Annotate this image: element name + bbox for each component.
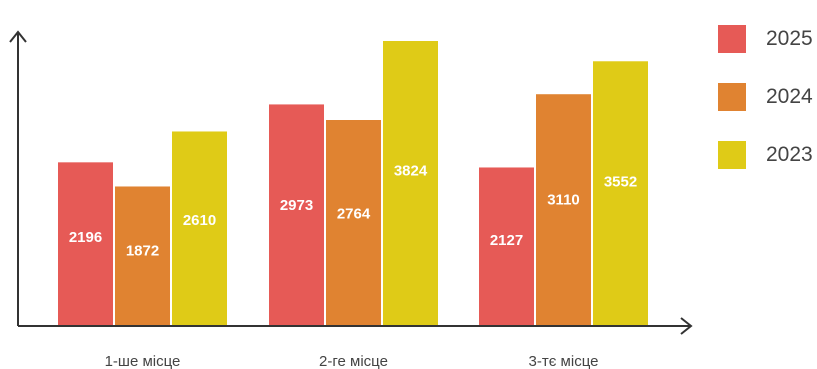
bars-group [58, 41, 648, 327]
data-label-2023-3: 3552 [604, 173, 637, 190]
x-tick-label: 1-ше місце [105, 353, 181, 369]
legend-item-2023: 2023 [718, 126, 813, 184]
data-label-2024-3: 3110 [547, 192, 580, 209]
bar-2025-3 [479, 167, 534, 326]
x-tick-labels: 1-ше місце 2-ге місце 3-тє місце [105, 353, 599, 369]
data-label-2025-1: 2196 [69, 229, 102, 246]
bar-2024-2 [326, 120, 381, 327]
x-tick-label: 3-тє місце [529, 353, 599, 369]
data-labels-group: 2196 1872 2610 2973 2764 3824 2127 3110 3552 [69, 162, 637, 259]
data-label-2024-1: 1872 [126, 242, 159, 259]
x-axis-arrow-icon [680, 317, 693, 335]
legend-swatch [718, 25, 746, 53]
bar-2023-3 [593, 61, 648, 326]
legend-swatch [718, 141, 746, 169]
y-axis-arrow-icon [9, 30, 27, 43]
legend: 2025 2024 2023 [718, 10, 813, 184]
legend-item-2024: 2024 [718, 68, 813, 126]
bar-2025-2 [269, 104, 324, 326]
bar-2024-3 [536, 94, 591, 326]
bar-2023-2 [383, 41, 438, 326]
data-label-2023-1: 2610 [183, 212, 216, 229]
data-label-2023-2: 3824 [394, 162, 428, 179]
x-tick-label: 2-ге місце [319, 353, 388, 369]
bar-2023-1 [172, 131, 227, 326]
legend-label: 2024 [766, 85, 813, 108]
bar-2025-1 [58, 162, 113, 326]
axes [9, 30, 693, 335]
data-label-2025-3: 2127 [490, 232, 523, 249]
data-label-2025-2: 2973 [280, 197, 313, 214]
data-label-2024-2: 2764 [337, 206, 371, 223]
legend-label: 2025 [766, 27, 813, 50]
legend-label: 2023 [766, 143, 813, 166]
legend-swatch [718, 83, 746, 111]
bar-2024-1 [115, 186, 170, 326]
legend-item-2025: 2025 [718, 10, 813, 68]
